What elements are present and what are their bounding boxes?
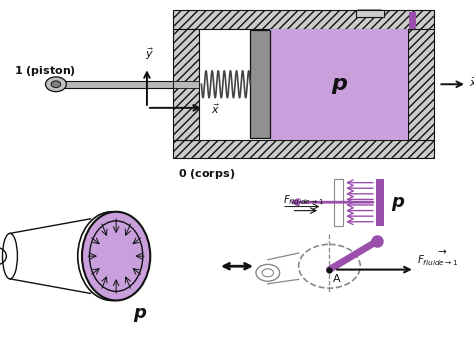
Polygon shape — [358, 10, 382, 12]
Text: $F_{fluide\rightarrow 1}$: $F_{fluide\rightarrow 1}$ — [283, 193, 324, 207]
Polygon shape — [270, 29, 408, 140]
Text: $\mathbf{1}$ (piston): $\mathbf{1}$ (piston) — [14, 64, 76, 78]
Ellipse shape — [88, 230, 97, 282]
Polygon shape — [409, 12, 416, 29]
Text: $\mathbf{0}$ (corps): $\mathbf{0}$ (corps) — [178, 167, 235, 181]
Polygon shape — [356, 10, 384, 17]
Circle shape — [51, 81, 61, 88]
Polygon shape — [173, 10, 434, 29]
Ellipse shape — [82, 212, 150, 301]
Text: A: A — [333, 274, 341, 284]
Circle shape — [46, 77, 66, 92]
Polygon shape — [173, 81, 199, 88]
Text: $\overrightarrow{F_{fluide\rightarrow 1}}$: $\overrightarrow{F_{fluide\rightarrow 1}… — [417, 248, 458, 268]
Ellipse shape — [100, 230, 109, 282]
Polygon shape — [173, 140, 434, 158]
Text: $\vec{x}$: $\vec{x}$ — [469, 76, 474, 89]
Text: $\vec{x}$: $\vec{x}$ — [211, 103, 220, 116]
Text: p: p — [392, 193, 404, 211]
Text: p: p — [331, 74, 347, 94]
Ellipse shape — [90, 221, 143, 292]
Polygon shape — [376, 179, 384, 226]
Polygon shape — [173, 29, 199, 140]
Polygon shape — [408, 29, 434, 140]
Polygon shape — [250, 30, 270, 138]
Polygon shape — [62, 81, 173, 88]
Text: p: p — [133, 304, 146, 322]
Text: $\vec{y}$: $\vec{y}$ — [145, 47, 154, 62]
Polygon shape — [334, 179, 343, 226]
